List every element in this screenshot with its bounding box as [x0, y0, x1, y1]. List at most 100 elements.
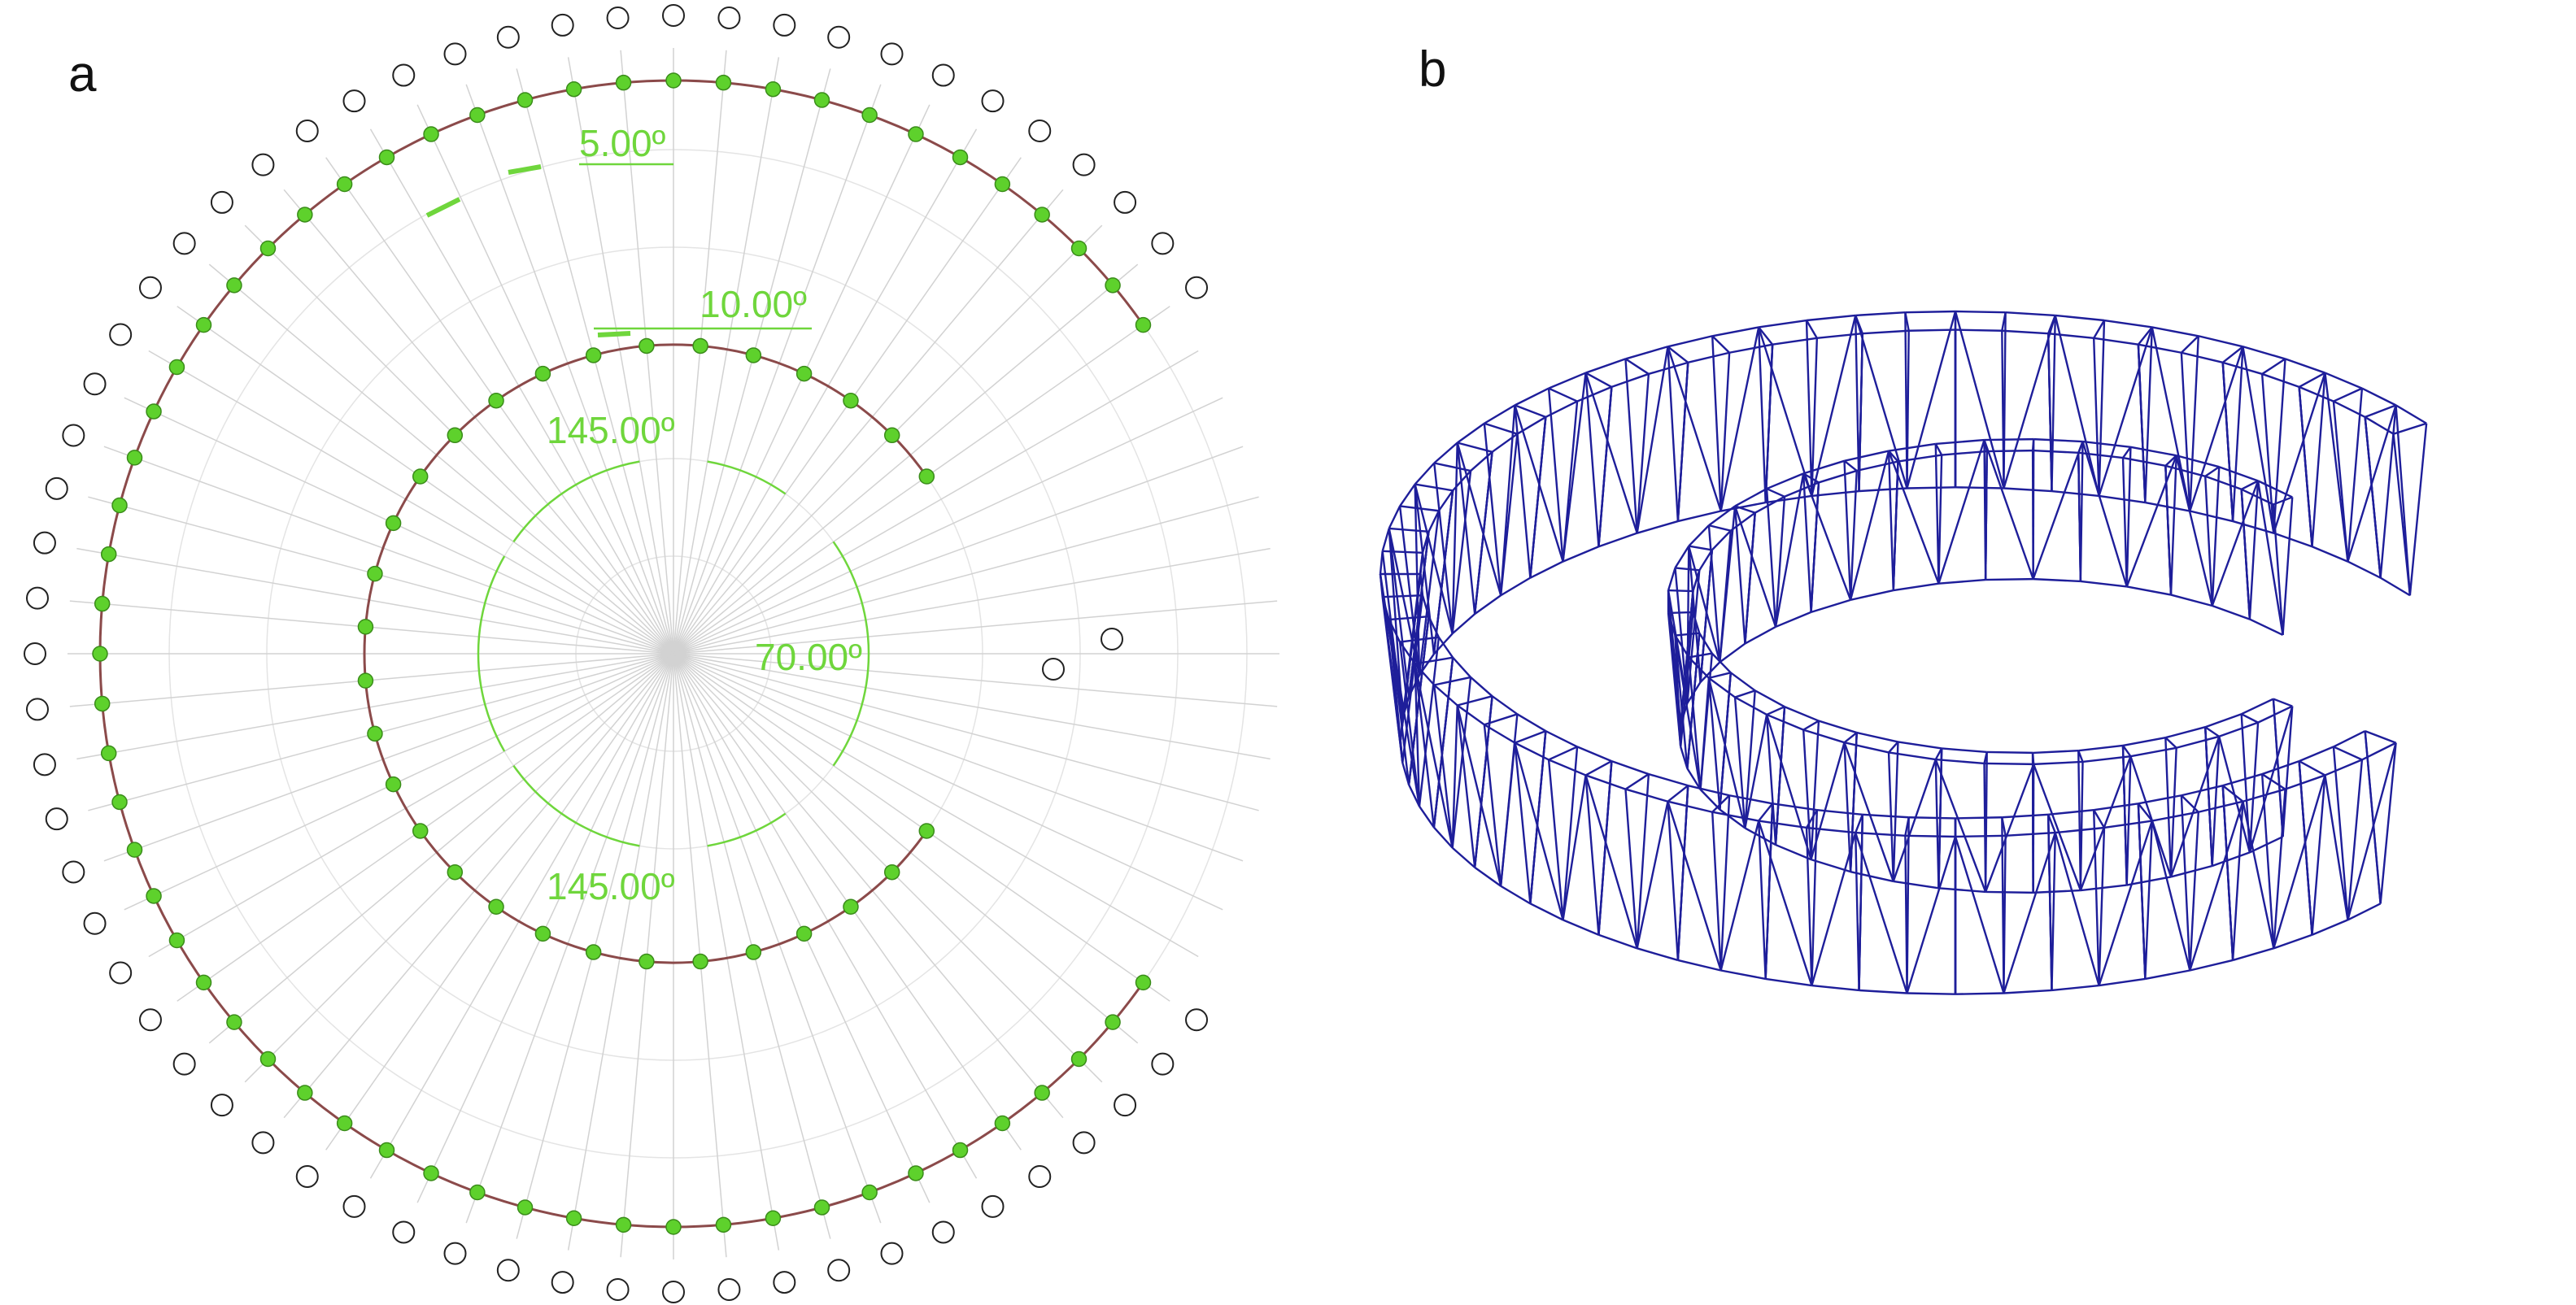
truss-member: [2033, 889, 2081, 894]
truss-member: [1677, 510, 1721, 523]
truss-member: [1887, 450, 1894, 591]
truss-member: [2033, 577, 2081, 583]
truss-member: [2311, 775, 2326, 935]
truss-member: [1433, 684, 1458, 707]
node-tag: [496, 1259, 520, 1282]
node-tag: [33, 753, 56, 776]
truss-member: [2241, 480, 2259, 490]
truss-member: [1811, 337, 1819, 496]
truss-member: [2221, 785, 2234, 961]
radial-line: [673, 653, 1278, 707]
node-tag: [662, 4, 685, 27]
truss-member: [1625, 346, 1668, 360]
truss-member: [1584, 760, 1612, 776]
node: [715, 1216, 732, 1233]
truss-member: [2176, 455, 2220, 468]
truss-member: [2312, 919, 2348, 936]
truss-member: [2231, 801, 2244, 961]
node-tag: [551, 1271, 574, 1294]
node: [534, 365, 551, 382]
radial-line: [465, 653, 674, 1224]
truss-member: [1686, 570, 1701, 703]
radial-line: [208, 653, 674, 1044]
truss-member: [2180, 795, 2191, 971]
truss-member: [1754, 689, 1785, 708]
truss-member: [1451, 676, 1472, 848]
truss-member: [1473, 451, 1493, 615]
node: [100, 546, 117, 563]
radial-line: [673, 128, 978, 655]
node-tag: [109, 961, 133, 985]
radial-line: [673, 653, 978, 1179]
truss-member: [2232, 947, 2274, 962]
truss-member: [1698, 549, 1713, 571]
truss-member: [2248, 481, 2260, 620]
truss-member: [1843, 459, 1858, 472]
node-tag: [109, 323, 133, 346]
node: [195, 974, 212, 991]
truss-member: [1692, 569, 1701, 592]
truss-member: [2092, 810, 2100, 986]
node: [146, 888, 162, 904]
node-tag: [342, 89, 366, 113]
truss-member: [1758, 327, 1813, 497]
truss-member: [2125, 455, 2177, 587]
truss-member: [2333, 387, 2363, 402]
truss-member: [2051, 833, 2056, 990]
truss-member: [1433, 633, 1454, 655]
truss-member: [1734, 696, 1767, 716]
truss-member: [1955, 486, 2004, 489]
node: [367, 725, 383, 742]
truss-member: [1491, 695, 1519, 716]
truss-member: [2347, 742, 2397, 920]
node-tag: [1072, 1131, 1096, 1155]
truss-member: [1667, 785, 1689, 803]
truss-member: [1597, 761, 1613, 935]
truss-member: [1388, 528, 1404, 719]
truss-member: [1514, 742, 1564, 920]
truss-member: [1648, 361, 1689, 376]
truss-member: [1676, 785, 1689, 961]
truss-member: [2393, 422, 2427, 435]
truss-member: [1548, 372, 1587, 389]
truss-member: [2003, 989, 2052, 994]
truss-member: [1784, 481, 1820, 498]
truss-member: [2180, 352, 2191, 511]
truss-member: [2324, 372, 2349, 562]
node: [226, 277, 242, 294]
truss-member: [1491, 433, 1519, 453]
truss-member: [1473, 696, 1493, 868]
node: [1034, 207, 1050, 223]
truss-member: [1764, 803, 1774, 979]
truss-member: [2365, 404, 2397, 419]
truss-member: [2248, 706, 2294, 853]
truss-member: [1625, 788, 1668, 803]
truss-member: [1810, 742, 1846, 860]
truss-member: [1399, 505, 1440, 512]
node: [336, 176, 353, 193]
node-tag: [392, 63, 416, 87]
radial-line: [673, 263, 1139, 655]
truss-member: [2005, 311, 2055, 317]
truss-member: [1744, 714, 1768, 829]
truss-member: [2211, 467, 2221, 607]
truss-member: [2190, 959, 2234, 972]
truss-member: [2126, 876, 2172, 886]
radial-line: [567, 57, 674, 655]
radial-line: [673, 653, 1244, 862]
node: [795, 365, 813, 382]
node: [1105, 1014, 1121, 1030]
radial-line: [103, 653, 674, 862]
truss-member: [1699, 789, 1721, 811]
truss-member: [1433, 826, 1454, 849]
node: [488, 898, 504, 916]
truss-member: [1585, 358, 1626, 374]
node-tag: [1028, 1165, 1052, 1189]
node-tag: [1101, 628, 1123, 650]
truss-member: [1955, 816, 2003, 820]
truss-member: [1892, 742, 1899, 881]
truss-member: [1597, 386, 1613, 547]
truss-member: [2047, 814, 2056, 833]
truss-member: [1414, 462, 1436, 485]
node: [745, 347, 762, 363]
